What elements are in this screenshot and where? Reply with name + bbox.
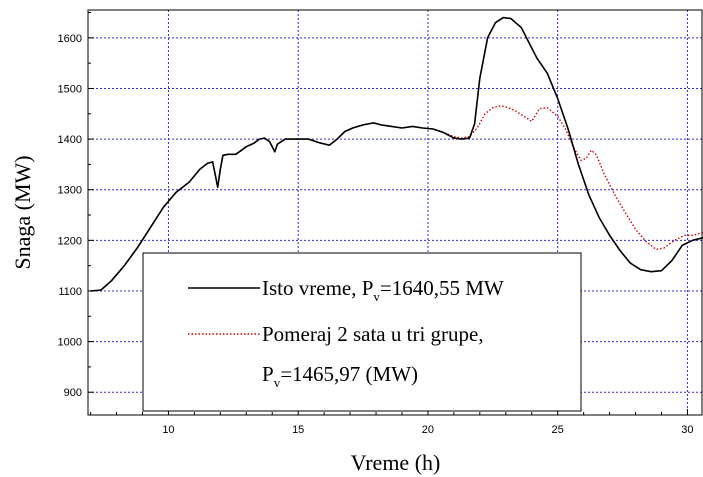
legend: Isto vreme, Pv=1640,55 MW Pomeraj 2 sata… — [142, 252, 582, 412]
ticks — [88, 12, 688, 415]
legend-entry-pomeraj-line1: Pomeraj 2 sata u tri grupe, — [262, 322, 484, 346]
y-tick-label: 1000 — [58, 337, 82, 349]
plot-frame — [87, 9, 703, 416]
x-tick-label: 10 — [162, 424, 174, 436]
legend-entry-isto-vreme-subscript: v — [373, 289, 380, 304]
x-tick-label: 30 — [681, 424, 693, 436]
y-tick-label: 1100 — [58, 286, 82, 298]
y-tick-label: 1200 — [58, 235, 82, 247]
legend-entry-pomeraj-line2-main: P — [262, 362, 274, 386]
legend-entry-pomeraj-line2: Pv=1465,97 (MW) — [262, 362, 418, 390]
legend-entry-pomeraj-subscript: v — [274, 375, 281, 390]
x-axis-title: Vreme (h) — [351, 450, 441, 475]
y-tick-label: 1500 — [58, 83, 82, 95]
legend-entry-isto-vreme-main: Isto vreme, P — [262, 276, 373, 300]
legend-entry-isto-vreme-value: =1640,55 MW — [380, 276, 504, 300]
series-line-isto-vreme — [90, 16, 703, 292]
x-tick-label: 15 — [292, 424, 304, 436]
legend-box — [142, 252, 582, 412]
tick-labels: 10 15 20 25 30 900 1000 1100 1200 1300 1400 1500 160… — [58, 33, 694, 436]
legend-entry-isto-vreme: Isto vreme, Pv=1640,55 MW — [262, 276, 504, 304]
x-tick-label: 20 — [422, 424, 434, 436]
x-tick-label: 25 — [552, 424, 564, 436]
y-tick-label: 900 — [64, 387, 82, 399]
y-tick-label: 1600 — [58, 33, 82, 45]
y-tick-label: 1400 — [58, 134, 82, 146]
y-tick-label: 1300 — [58, 185, 82, 197]
legend-entry-pomeraj-value: =1465,97 (MW) — [280, 362, 418, 386]
series-layer — [90, 16, 703, 292]
y-axis-title: Snaga (MW) — [10, 155, 35, 269]
